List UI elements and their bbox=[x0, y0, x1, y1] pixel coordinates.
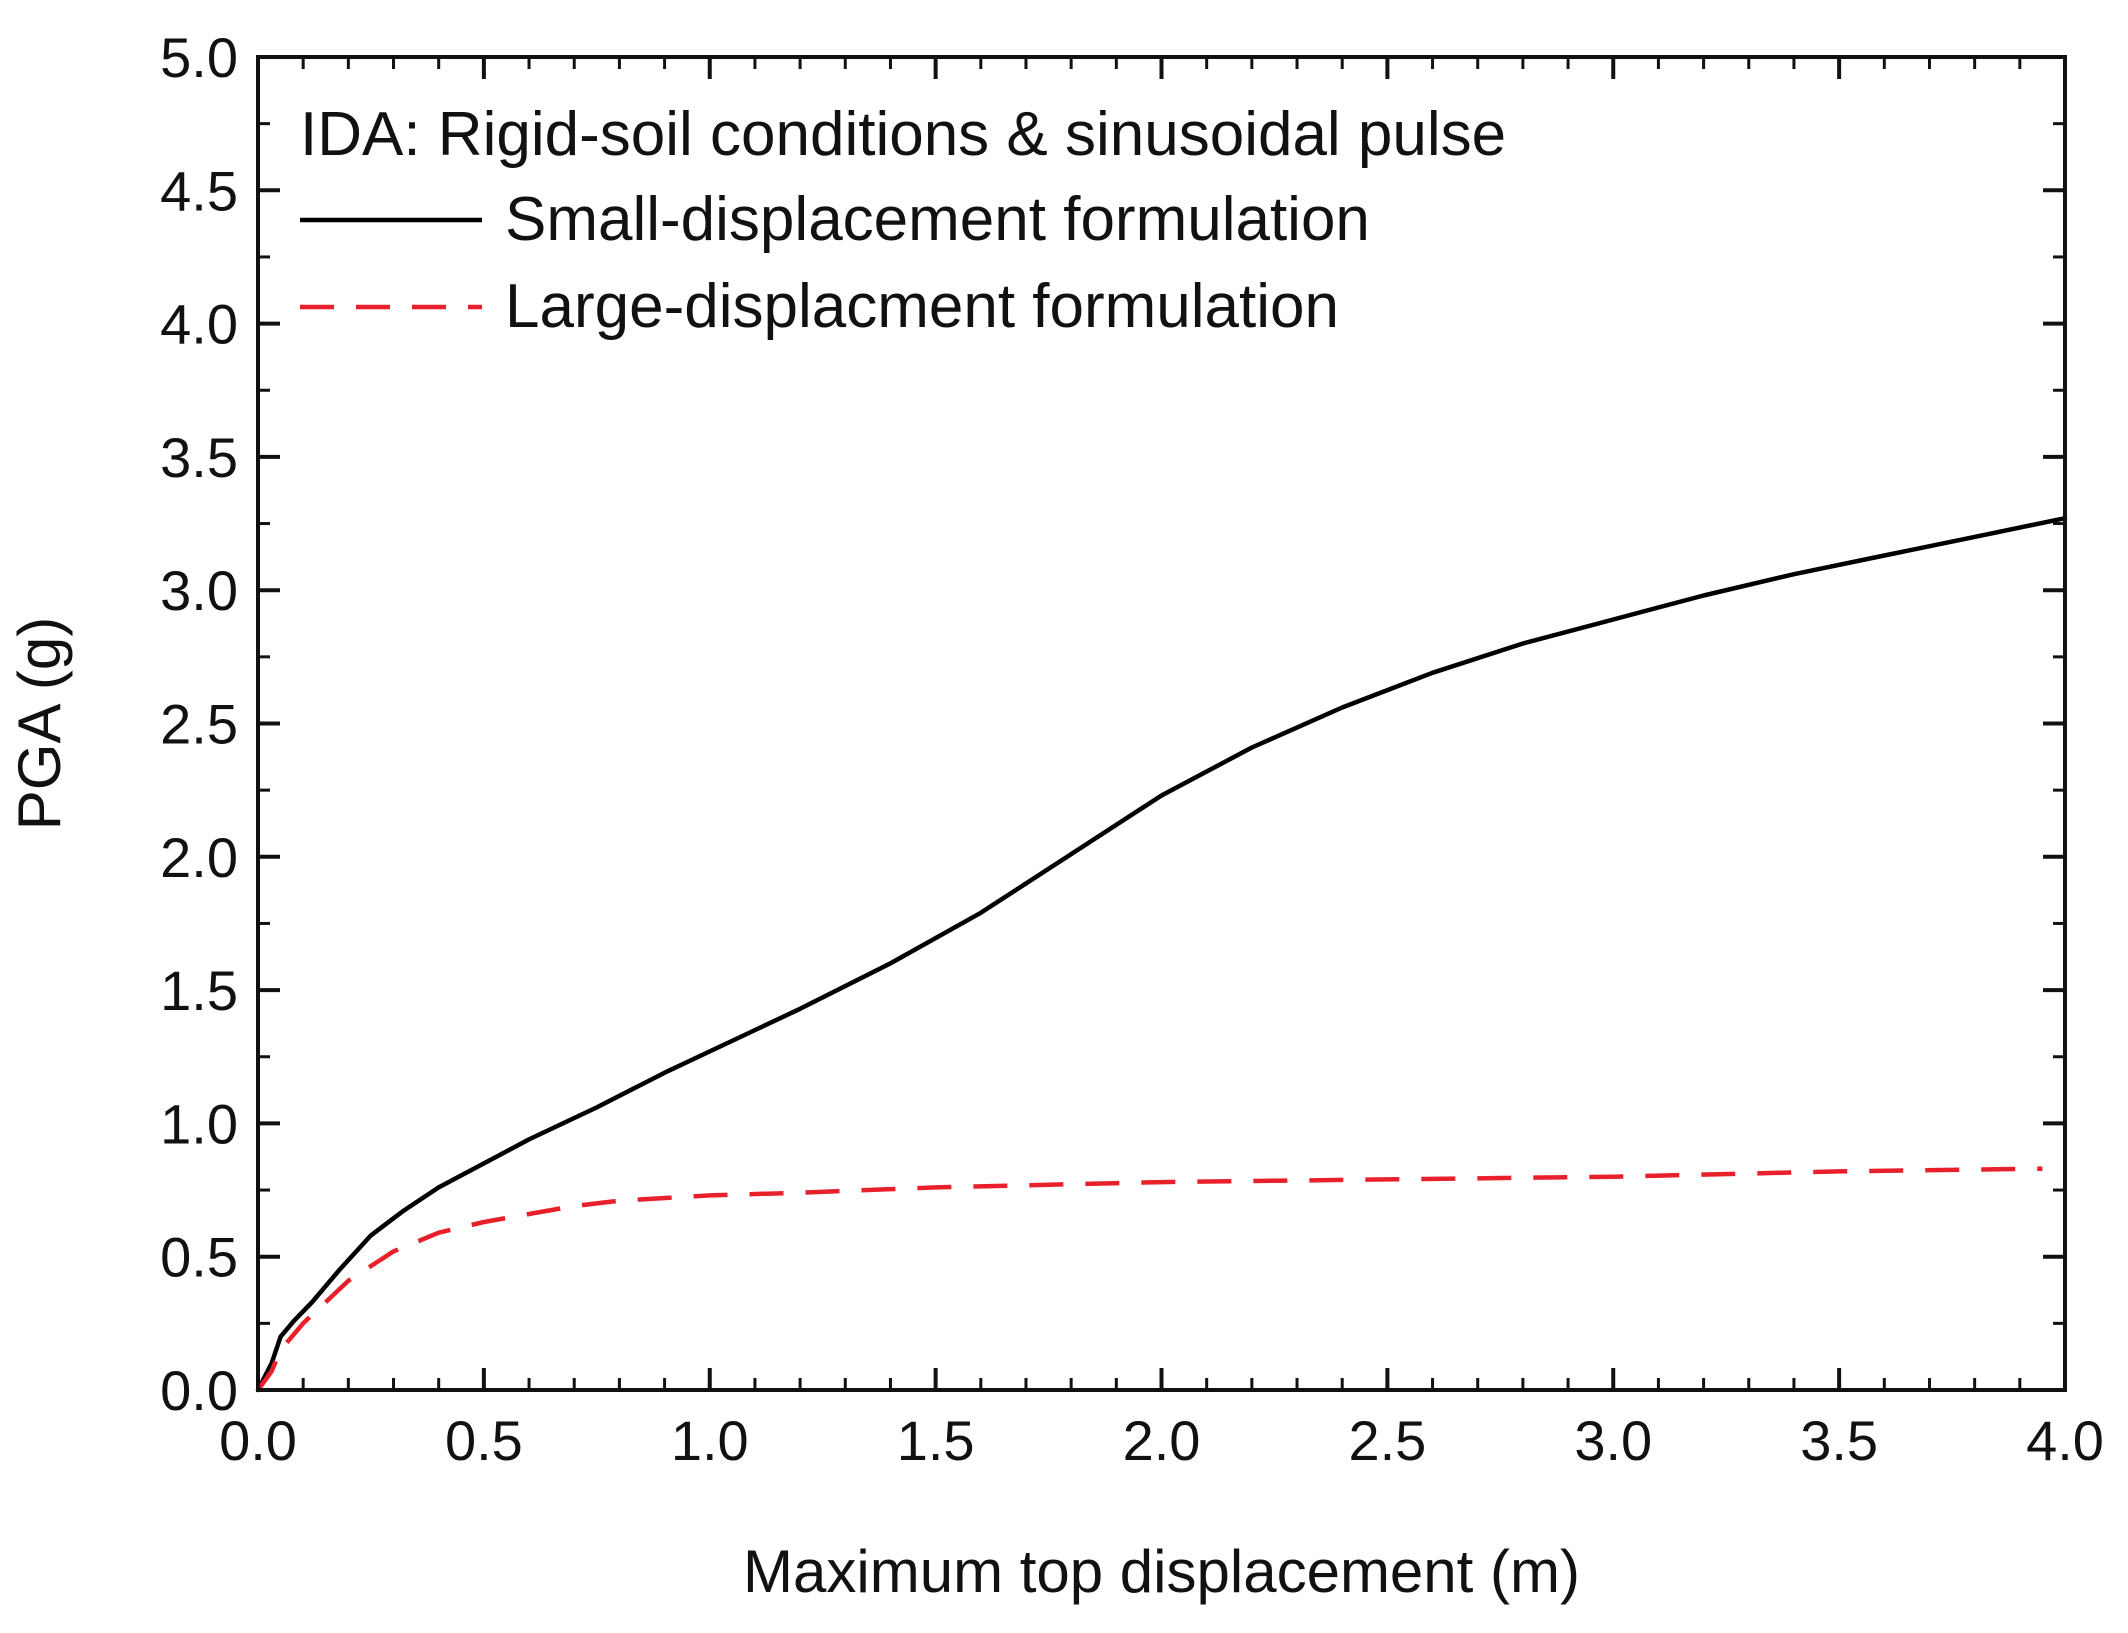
y-axis-title: PGA (g) bbox=[6, 617, 73, 830]
x-tick-label-3-5: 3.5 bbox=[1800, 1409, 1878, 1472]
y-tick-label-4-5: 4.5 bbox=[160, 159, 238, 222]
y-tick-label-1-5: 1.5 bbox=[160, 959, 238, 1022]
y-tick-label-0-5: 0.5 bbox=[160, 1226, 238, 1289]
series-lines bbox=[255, 515, 2068, 1393]
y-tick-label-3-5: 3.5 bbox=[160, 426, 238, 489]
major-ticks bbox=[256, 55, 2067, 1392]
y-tick-label-4-0: 4.0 bbox=[160, 293, 238, 356]
legend: IDA: Rigid-soil conditions & sinusoidal … bbox=[300, 100, 1506, 341]
series-line-large-displacement bbox=[256, 1166, 2043, 1392]
x-tick-label-2-0: 2.0 bbox=[1123, 1409, 1201, 1472]
y-tick-label-2-5: 2.5 bbox=[160, 693, 238, 756]
minor-ticks bbox=[256, 55, 2067, 1392]
x-axis-title: Maximum top displacement (m) bbox=[743, 1538, 1580, 1605]
x-tick-labels: 0.0 0.5 1.0 1.5 2.0 2.5 3.0 3.5 4.0 bbox=[219, 1409, 2104, 1472]
plot-frame bbox=[256, 55, 2067, 1392]
y-tick-labels: 0.0 0.5 1.0 1.5 2.0 2.5 3.0 3.5 4.0 4.5 5.0 bbox=[160, 26, 238, 1422]
x-tick-label-1-5: 1.5 bbox=[897, 1409, 975, 1472]
x-tick-label-0-5: 0.5 bbox=[445, 1409, 523, 1472]
y-tick-label-0-0: 0.0 bbox=[160, 1359, 238, 1422]
legend-label-small-displacement: Small-displacement formulation bbox=[505, 185, 1370, 254]
y-tick-label-1-0: 1.0 bbox=[160, 1092, 238, 1155]
y-tick-label-5-0: 5.0 bbox=[160, 26, 238, 89]
legend-header: IDA: Rigid-soil conditions & sinusoidal … bbox=[300, 100, 1506, 169]
series-line-small-displacement bbox=[255, 515, 2068, 1393]
x-tick-label-1-0: 1.0 bbox=[671, 1409, 749, 1472]
y-tick-label-2-0: 2.0 bbox=[160, 826, 238, 889]
x-tick-label-4-0: 4.0 bbox=[2026, 1409, 2104, 1472]
x-tick-label-2-5: 2.5 bbox=[1348, 1409, 1426, 1472]
x-tick-label-3-0: 3.0 bbox=[1574, 1409, 1652, 1472]
y-tick-label-3-0: 3.0 bbox=[160, 559, 238, 622]
x-tick-label-0-0: 0.0 bbox=[219, 1409, 297, 1472]
legend-label-large-displacement: Large-displacment formulation bbox=[505, 272, 1339, 341]
